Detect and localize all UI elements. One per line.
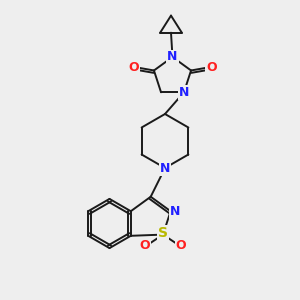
Text: O: O: [140, 238, 150, 252]
Text: N: N: [160, 161, 170, 175]
Text: O: O: [176, 238, 186, 252]
Text: N: N: [179, 86, 189, 99]
Text: O: O: [128, 61, 139, 74]
Text: N: N: [167, 50, 178, 64]
Text: O: O: [206, 61, 217, 74]
Text: N: N: [170, 205, 180, 218]
Text: S: S: [158, 226, 168, 240]
